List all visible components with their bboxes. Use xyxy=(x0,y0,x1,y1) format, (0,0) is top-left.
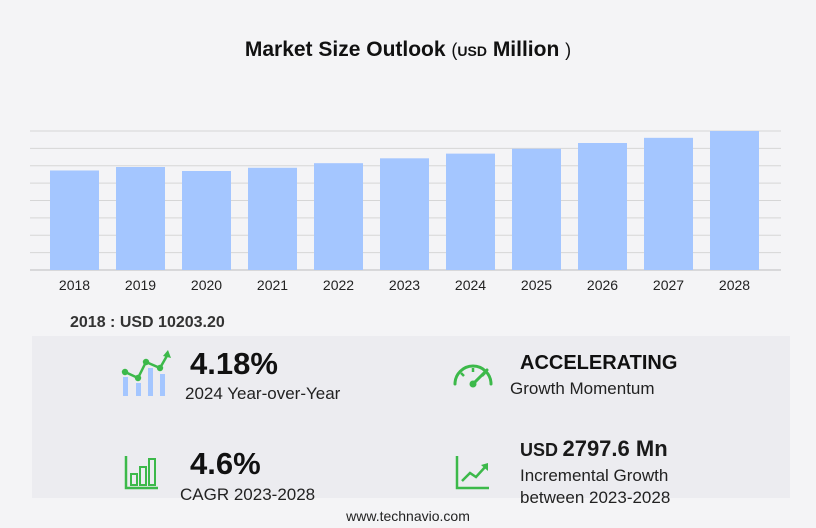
yoy-label: 2024 Year-over-Year xyxy=(185,384,341,403)
x-tick-label: 2021 xyxy=(257,277,288,293)
title-unit-large: Million xyxy=(492,38,560,61)
x-tick-label: 2020 xyxy=(191,277,222,293)
line-growth-icon xyxy=(455,456,489,490)
bar-2019 xyxy=(116,166,165,270)
title-unit-small: USD xyxy=(457,43,487,59)
bar-2026 xyxy=(578,142,627,270)
x-tick-label: 2026 xyxy=(587,277,618,293)
x-tick-label: 2024 xyxy=(455,277,486,293)
x-tick-label: 2019 xyxy=(125,277,156,293)
incremental-label-1: Incremental Growth xyxy=(520,466,669,485)
title-paren-close: ) xyxy=(565,40,572,60)
momentum-label: Growth Momentum xyxy=(510,379,655,398)
x-tick-label: 2025 xyxy=(521,277,552,293)
bar-chart-icon xyxy=(124,456,158,490)
bar-2021 xyxy=(248,167,297,270)
bar-2022 xyxy=(314,163,363,270)
bar-2023 xyxy=(380,158,429,270)
x-tick-label: 2023 xyxy=(389,277,420,293)
bar-2028 xyxy=(710,131,759,270)
chart-title: Market Size Outlook (USD Million ) xyxy=(0,38,816,62)
yoy-value: 4.18% xyxy=(190,346,278,381)
title-main: Market Size Outlook xyxy=(244,38,446,61)
bar-2020 xyxy=(182,170,231,270)
incremental-heading: USD 2797.6 Mn xyxy=(520,436,668,462)
bar-2024 xyxy=(446,153,495,270)
x-tick-label: 2022 xyxy=(323,277,354,293)
speedometer-icon xyxy=(453,364,493,388)
incremental-value: 2797.6 Mn xyxy=(562,436,668,461)
bar-2025 xyxy=(512,148,561,270)
cagr-value: 4.6% xyxy=(190,446,261,481)
momentum-value: ACCELERATING xyxy=(520,352,678,374)
cagr-label: CAGR 2023-2028 xyxy=(180,485,316,504)
stats-panel xyxy=(32,336,790,498)
bar-2027 xyxy=(644,137,693,270)
title-paren-open: ( xyxy=(451,40,458,60)
footer-url: www.technavio.com xyxy=(346,508,470,524)
x-tick-label: 2028 xyxy=(719,277,750,293)
incremental-unit: USD xyxy=(520,440,559,460)
trend-bars-icon xyxy=(121,350,171,396)
base-year-label: 2018 : USD 10203.20 xyxy=(70,314,225,331)
x-tick-label: 2027 xyxy=(653,277,684,293)
incremental-label-2: between 2023-2028 xyxy=(520,488,671,507)
x-tick-label: 2018 xyxy=(59,277,90,293)
bar-chart: 2018 2019 2020 2021 2022 2023 2024 2025 2026 2027… xyxy=(30,130,781,293)
bar-2018 xyxy=(50,170,99,270)
